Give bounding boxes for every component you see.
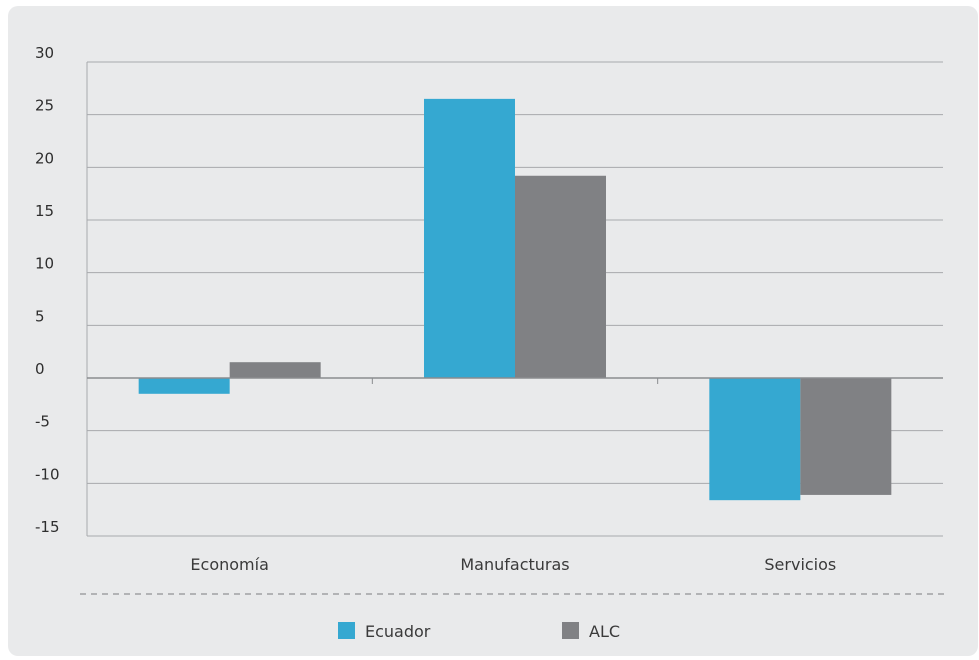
category-label: Manufacturas <box>460 555 569 574</box>
y-tick-label: -5 <box>35 413 50 431</box>
bar-ecuador-0 <box>138 378 230 394</box>
legend: Ecuador ALC <box>338 622 620 641</box>
category-label: Economía <box>190 555 268 574</box>
x-axis-category-labels: Economía Manufacturas Servicios <box>190 555 836 574</box>
category-tick-marks <box>371 378 659 384</box>
legend-swatch <box>562 622 579 639</box>
legend-label: ALC <box>589 622 620 641</box>
chart-card: 30 25 20 15 10 5 0 -5 -10 -15 Economía Manufactura… <box>8 6 978 656</box>
y-tick-label: 10 <box>35 255 54 273</box>
y-tick-label: 25 <box>35 97 54 115</box>
y-tick-label: 15 <box>35 202 54 220</box>
y-tick-label: -10 <box>35 465 60 483</box>
bars <box>138 98 892 501</box>
y-tick-label: 20 <box>35 149 54 167</box>
y-tick-label: 5 <box>35 307 45 325</box>
legend-item-alc: ALC <box>562 622 620 641</box>
y-tick-label: -15 <box>35 518 60 536</box>
bar-ecuador-2 <box>709 378 801 501</box>
bar-ecuador-1 <box>424 98 515 378</box>
y-axis-tick-labels: 30 25 20 15 10 5 0 -5 -10 -15 <box>35 44 60 536</box>
y-tick-label: 0 <box>35 360 45 378</box>
legend-label: Ecuador <box>365 622 431 641</box>
bar-alc-0 <box>229 362 321 378</box>
legend-swatch <box>338 622 355 639</box>
bar-alc-2 <box>800 378 892 495</box>
category-label: Servicios <box>764 555 836 574</box>
bar-chart: 30 25 20 15 10 5 0 -5 -10 -15 Economía Manufactura… <box>35 44 944 641</box>
bar-alc-1 <box>515 175 606 378</box>
y-tick-label: 30 <box>35 44 54 62</box>
legend-item-ecuador: Ecuador <box>338 622 431 641</box>
